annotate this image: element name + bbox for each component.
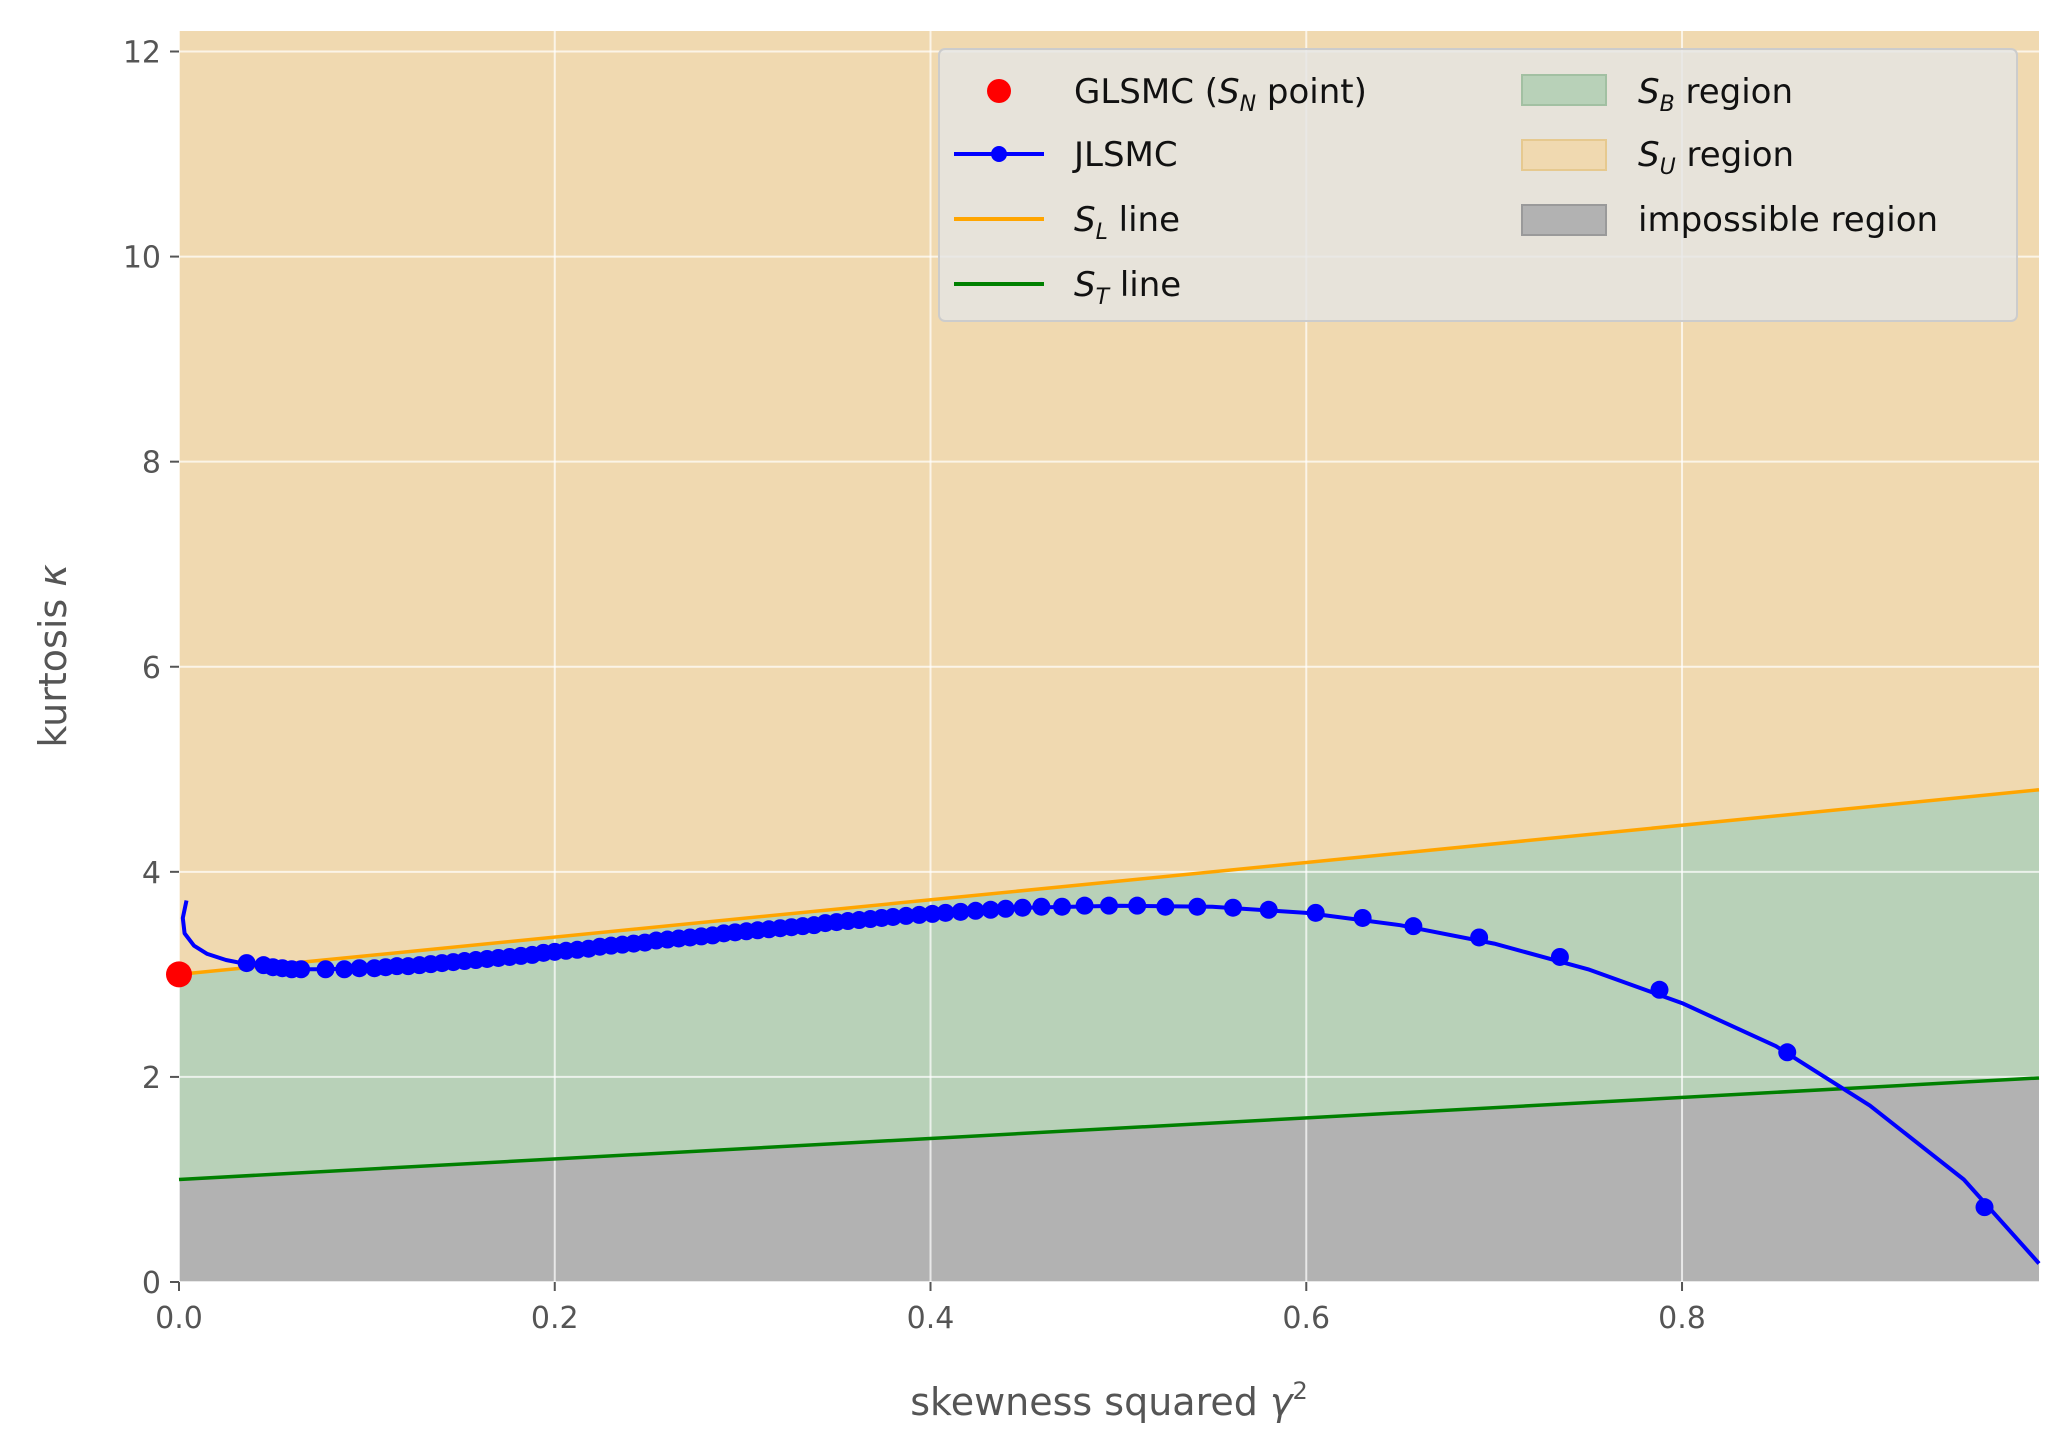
jlsmc-marker <box>1224 898 1242 917</box>
jlsmc-marker <box>1650 980 1669 999</box>
legend: GLSMC (SN point) JLSMC SL line ST line S… <box>938 48 2018 322</box>
jlsmc-marker <box>1156 897 1175 916</box>
jlsmc-marker <box>910 905 929 924</box>
x-tick-label: 0.6 <box>1282 1301 1330 1336</box>
jlsmc-marker <box>1306 903 1325 922</box>
y-tick-label: 10 <box>123 241 161 276</box>
x-tick-label: 0.8 <box>1658 1301 1706 1336</box>
jlsmc-marker <box>1353 908 1372 927</box>
axes-layer: 0.0 0.2 0.4 0.6 0.8 0 2 4 6 8 10 12 <box>123 36 1706 1336</box>
jlsmc-marker <box>1259 900 1278 919</box>
x-axis-label-text: skewness squared <box>910 1380 1258 1424</box>
legend-jlsmc-label: JLSMC <box>1072 135 1178 175</box>
jlsmc-marker <box>923 904 942 923</box>
jlsmc-marker <box>897 906 916 925</box>
jlsmc-marker <box>1975 1198 1994 1217</box>
sl-line <box>178 788 2040 977</box>
x-axis-label-superscript: 2 <box>1292 1377 1307 1405</box>
y-tick-label: 6 <box>142 651 161 686</box>
y-tick-label: 12 <box>123 36 161 71</box>
jlsmc-marker <box>1128 896 1147 915</box>
jlsmc-marker <box>292 960 311 979</box>
legend-su-swatch <box>1521 139 1607 171</box>
y-tick-label: 4 <box>142 856 161 891</box>
legend-sb-label: SB region <box>1638 72 1793 117</box>
jlsmc-marker <box>335 960 354 979</box>
jlsmc-marker <box>1550 947 1569 966</box>
st-line <box>178 1076 2040 1182</box>
jlsmc-marker <box>883 907 902 926</box>
glsmc-point <box>166 961 192 988</box>
x-axis-label-symbol: γ <box>1270 1380 1295 1424</box>
jlsmc-marker <box>981 900 1000 919</box>
jlsmc-marker <box>951 902 970 921</box>
jlsmc-marker <box>237 954 256 973</box>
jlsmc-marker <box>1188 897 1207 916</box>
jlsmc-marker <box>996 899 1015 918</box>
legend-frame <box>938 48 2018 322</box>
y-tick-label: 8 <box>142 446 161 481</box>
jlsmc-marker <box>350 959 369 978</box>
jlsmc-marker <box>1032 897 1051 916</box>
boundary-lines-layer <box>178 788 2040 1182</box>
jlsmc-marker <box>1100 896 1118 915</box>
legend-sb-swatch <box>1521 74 1607 106</box>
jlsmc-marker <box>1013 898 1032 917</box>
jlsmc-marker <box>1075 896 1094 915</box>
y-tick-label: 2 <box>142 1061 161 1096</box>
legend-su-label: SU region <box>1638 135 1794 180</box>
legend-jlsmc-marker <box>991 146 1007 162</box>
sb-region <box>179 789 2039 1180</box>
x-tick-label: 0.0 <box>155 1301 203 1336</box>
legend-glsmc-label: GLSMC (SN point) <box>1074 72 1367 117</box>
jlsmc-marker <box>1778 1043 1797 1062</box>
jlsmc-marker <box>1404 917 1423 936</box>
jlsmc-marker <box>936 903 955 922</box>
x-tick-label: 0.2 <box>531 1301 579 1336</box>
legend-st-label: ST line <box>1074 265 1181 310</box>
jlsmc-marker <box>316 960 335 979</box>
x-tick-label: 0.4 <box>907 1301 955 1336</box>
y-axis-label-symbol: κ <box>31 564 75 587</box>
legend-sl-label: SL line <box>1074 200 1180 245</box>
series-layer <box>166 896 2041 1265</box>
jlsmc-marker <box>1470 928 1489 947</box>
y-axis-label: kurtosis κ <box>31 564 75 748</box>
legend-impossible-label: impossible region <box>1638 200 1938 240</box>
legend-glsmc-marker <box>987 79 1011 103</box>
jlsmc-marker <box>966 901 985 920</box>
impossible-region <box>179 1077 2039 1282</box>
legend-impossible-swatch <box>1521 204 1607 236</box>
x-axis-label: skewness squared γ2 <box>910 1377 1308 1424</box>
y-axis-label-text: kurtosis <box>31 599 75 748</box>
jlsmc-marker <box>1053 897 1072 916</box>
y-tick-label: 0 <box>142 1266 161 1301</box>
